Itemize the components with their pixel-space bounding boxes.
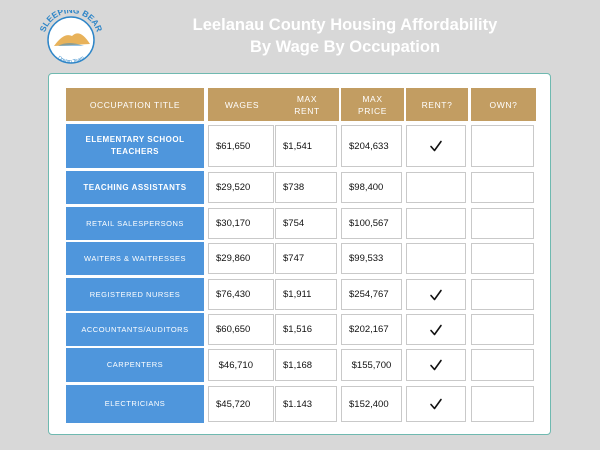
checkmark-icon: [430, 324, 442, 335]
own-cell: [471, 314, 534, 345]
own-cell: [471, 279, 534, 310]
occupation-cell: WAITERS & WAITRESSES: [66, 242, 204, 275]
max-price-cell: $254,767: [341, 279, 402, 310]
own-cell: [471, 208, 534, 239]
occupation-cell: RETAIL SALESPERSONS: [66, 207, 204, 240]
max-price-cell: $99,533: [341, 243, 402, 274]
own-cell: [471, 125, 534, 167]
housing-table-card: OCCUPATION TITLE WAGES MAX RENT MAX PRICE RE…: [48, 73, 551, 435]
max-price-cell: $155,700: [341, 349, 402, 381]
own-cell: [471, 243, 534, 274]
max-price-cell: $152,400: [341, 386, 402, 422]
checkmark-icon: [430, 359, 442, 371]
header-max-rent: MAX RENT: [275, 88, 339, 121]
max-rent-cell: $1.143: [275, 386, 337, 422]
occupation-cell: REGISTERED NURSES: [66, 278, 204, 311]
max-rent-cell: $1,541: [275, 125, 337, 167]
occupation-cell: ELECTRICIANS: [66, 385, 204, 423]
wages-cell: $45,720: [208, 386, 274, 422]
rent-cell: [406, 314, 466, 345]
wages-cell: $29,520: [208, 172, 274, 203]
occupation-cell: CARPENTERS: [66, 348, 204, 382]
wages-cell: $29,860: [208, 243, 274, 274]
wages-cell: $30,170: [208, 208, 274, 239]
header-own: OWN?: [471, 88, 536, 121]
rent-cell: [406, 279, 466, 310]
header-rent: RENT?: [406, 88, 468, 121]
rent-cell: [406, 349, 466, 381]
own-cell: [471, 172, 534, 203]
checkmark-icon: [430, 398, 442, 410]
rent-cell: [406, 208, 466, 239]
rent-cell: [406, 243, 466, 274]
rent-cell: [406, 172, 466, 203]
wages-cell: $61,650: [208, 125, 274, 167]
title-line-1: Leelanau County Housing Affordability: [192, 16, 498, 34]
title-line-2: By Wage By Occupation: [249, 38, 441, 56]
checkmark-icon: [430, 140, 442, 152]
occupation-cell: TEACHING ASSISTANTS: [66, 171, 204, 204]
own-cell: [471, 349, 534, 381]
sleeping-bear-logo: SLEEPING BEAR Dream Team: [34, 5, 108, 66]
page-title: Leelanau County Housing Affordability By…: [150, 14, 540, 58]
rent-cell: [406, 386, 466, 422]
checkmark-icon: [430, 289, 442, 300]
max-rent-cell: $1,168: [275, 349, 337, 381]
wages-cell: $76,430: [208, 279, 274, 310]
max-price-cell: $98,400: [341, 172, 402, 203]
max-rent-cell: $1,516: [275, 314, 337, 345]
own-cell: [471, 386, 534, 422]
max-rent-cell: $738: [275, 172, 337, 203]
occupation-cell: ACCOUNTANTS/AUDITORS: [66, 313, 204, 346]
max-rent-cell: $754: [275, 208, 337, 239]
occupation-cell: ELEMENTARY SCHOOL TEACHERS: [66, 124, 204, 168]
logo-text-bottom: Dream Team: [57, 55, 86, 65]
wages-cell: $60,650: [208, 314, 274, 345]
header-max-price: MAX PRICE: [341, 88, 404, 121]
max-rent-cell: $747: [275, 243, 337, 274]
wages-cell: $46,710: [208, 349, 274, 381]
max-price-cell: $202,167: [341, 314, 402, 345]
max-price-cell: $100,567: [341, 208, 402, 239]
header-wages: WAGES: [208, 88, 276, 121]
max-rent-cell: $1,911: [275, 279, 337, 310]
svg-text:Dream Team: Dream Team: [57, 55, 86, 65]
header-occupation: OCCUPATION TITLE: [66, 88, 204, 121]
rent-cell: [406, 125, 466, 167]
max-price-cell: $204,633: [341, 125, 402, 167]
